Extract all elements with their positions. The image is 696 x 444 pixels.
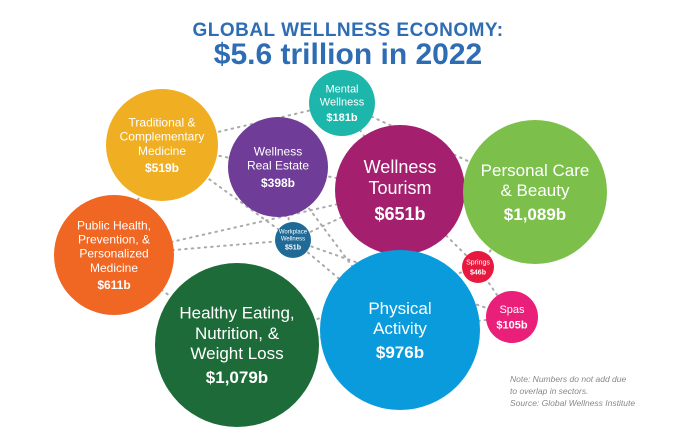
bubble-label: Medicine — [90, 261, 138, 275]
bubble-value: $46b — [470, 269, 486, 276]
bubble-label: Tourism — [368, 178, 431, 198]
bubble-label: Medicine — [138, 144, 186, 158]
sector-bubble: Spas $105b — [486, 291, 538, 343]
bubble-value: $181b — [326, 112, 357, 124]
note-line: Note: Numbers do not add due — [510, 374, 627, 384]
sector-bubble: Healthy Eating,Nutrition, &Weight Loss $1… — [155, 263, 319, 427]
bubble-circle — [309, 70, 375, 136]
bubble-circle — [335, 125, 465, 255]
title-line-2: $5.6 trillion in 2022 — [213, 38, 483, 71]
bubble-label: Wellness — [254, 145, 302, 159]
bubble-label: Wellness — [281, 237, 305, 243]
bubble-label: Public Health, — [77, 218, 151, 232]
bubble-circle — [228, 117, 328, 217]
bubble-label: Wellness — [320, 96, 365, 108]
bubble-value: $611b — [97, 278, 130, 292]
bubble-value: $1,089b — [504, 205, 566, 224]
bubble-label: Complementary — [120, 130, 205, 144]
dotted-connector — [161, 102, 343, 146]
bubble-value: $105b — [496, 320, 527, 332]
bubble-label: Personal Care — [481, 161, 590, 180]
bubble-label: Spas — [499, 304, 525, 316]
title-line-1: GLOBAL WELLNESS ECONOMY: — [192, 20, 504, 41]
bubble-label: Mental — [325, 83, 358, 95]
bubble-label: Personalized — [79, 247, 148, 261]
note-line: Source: Global Wellness Institute — [510, 398, 636, 408]
dotted-connector — [399, 189, 479, 268]
bubble-value: $976b — [376, 343, 424, 362]
dotted-connector — [113, 239, 294, 256]
bubble-value: $651b — [374, 204, 425, 224]
sector-bubble: Springs $46b — [462, 251, 494, 283]
bubble-label: & Beauty — [501, 181, 570, 200]
bubble-value: $519b — [145, 161, 179, 175]
bubble-label: Traditional & — [129, 115, 196, 129]
bubble-circle — [106, 89, 218, 201]
bubble-circle — [462, 251, 494, 283]
bubble-circle — [54, 195, 174, 315]
bubble-label: Prevention, & — [78, 233, 150, 247]
bubble-circle — [320, 250, 480, 410]
bubble-value: $398b — [261, 176, 295, 190]
bubble-circle — [486, 291, 538, 343]
bubble-label: Springs — [466, 259, 490, 266]
bubble-circle — [155, 263, 319, 427]
bubble-label: Healthy Eating, — [179, 304, 294, 323]
bubble-label: Weight Loss — [190, 344, 283, 363]
bubble-value: $1,079b — [206, 368, 268, 387]
note-line: to overlap in sectors. — [510, 386, 589, 396]
bubble-label: Wellness — [364, 157, 437, 177]
bubble-circle — [275, 222, 311, 258]
bubble-circle — [463, 120, 607, 264]
bubble-label: Physical — [368, 299, 431, 318]
sector-bubble: Personal Care& Beauty $1,089b — [463, 120, 607, 264]
bubble-value: $51b — [285, 245, 301, 252]
bubble-label: Nutrition, & — [195, 324, 280, 343]
bubble-label: Workplace — [279, 230, 308, 236]
bubble-label: Real Estate — [247, 159, 309, 173]
footnote: Note: Numbers do not add due to overlap … — [510, 373, 635, 409]
sector-bubble: Public Health,Prevention, &PersonalizedM… — [54, 195, 174, 315]
bubble-label: Activity — [373, 319, 427, 338]
